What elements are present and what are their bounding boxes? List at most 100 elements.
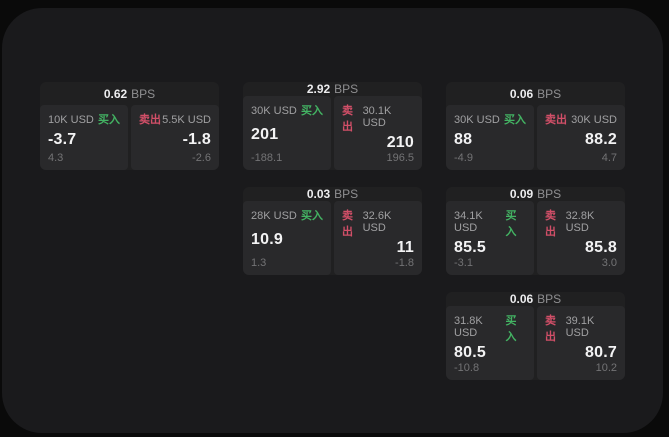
buy-panel[interactable]: 34.1K USD 买入 85.5 -3.1 — [446, 201, 534, 275]
buy-panel-header: 31.8K USD 买入 — [454, 312, 526, 344]
buy-size: 34.1K USD — [454, 210, 483, 234]
sell-price: 210 — [386, 134, 414, 151]
buy-tag: 买入 — [505, 210, 517, 238]
sell-price: 88.2 — [585, 130, 617, 148]
buy-price: 85.5 — [454, 239, 486, 256]
sell-price: 11 — [396, 239, 414, 256]
bps-unit-label: BPS — [334, 187, 359, 201]
buy-price: 88 — [454, 130, 473, 148]
card-body: 10K USD 买入 -3.7 4.3 卖出 5.5K USD -1.8 -2.… — [40, 105, 219, 170]
buy-delta: -4.9 — [454, 152, 473, 164]
sell-panel[interactable]: 卖出 5.5K USD -1.8 -2.6 — [131, 105, 219, 170]
sell-size: 32.6K USD — [362, 210, 392, 234]
sell-size: 5.5K USD — [162, 114, 211, 126]
bps-value: 0.03 — [306, 187, 331, 201]
quote-card: 0.06 BPS 30K USD 买入 88 -4.9 卖出 30K USD 8… — [446, 82, 625, 170]
sell-price: 85.8 — [585, 239, 617, 256]
sell-panel[interactable]: 卖出 39.1K USD 80.7 10.2 — [537, 306, 625, 380]
quotes-grid: 0.62 BPS 10K USD 买入 -3.7 4.3 卖出 5.5K USD… — [40, 82, 625, 380]
sell-panel-header: 卖出 30K USD — [545, 111, 617, 127]
buy-price: -3.7 — [48, 130, 77, 148]
buy-tag: 买入 — [504, 114, 526, 126]
main-panel: 0.62 BPS 10K USD 买入 -3.7 4.3 卖出 5.5K USD… — [2, 8, 663, 433]
card-header: 0.06 BPS — [446, 82, 625, 105]
sell-tag: 卖出 — [139, 114, 161, 126]
sell-tag: 卖出 — [545, 210, 556, 238]
card-header: 0.09 BPS — [446, 187, 625, 201]
buy-tag: 买入 — [505, 315, 517, 343]
sell-panel[interactable]: 卖出 32.8K USD 85.8 3.0 — [537, 201, 625, 275]
card-body: 30K USD 买入 201 -188.1 卖出 30.1K USD 210 1… — [243, 96, 422, 170]
buy-price: 80.5 — [454, 344, 486, 361]
buy-tag: 买入 — [301, 105, 323, 117]
buy-size: 30K USD — [251, 105, 297, 117]
sell-delta: 10.2 — [595, 362, 617, 374]
sell-size: 32.8K USD — [565, 210, 595, 234]
bps-value: 0.62 — [103, 86, 128, 101]
sell-delta: 196.5 — [386, 152, 414, 164]
card-body: 31.8K USD 买入 80.5 -10.8 卖出 39.1K USD 80.… — [446, 306, 625, 380]
buy-tag: 买入 — [301, 210, 323, 222]
bps-unit-label: BPS — [537, 86, 562, 101]
buy-panel-header: 34.1K USD 买入 — [454, 207, 526, 239]
sell-panel[interactable]: 卖出 32.6K USD 11 -1.8 — [334, 201, 422, 275]
buy-price: 201 — [251, 126, 279, 143]
bps-value: 0.06 — [509, 86, 534, 101]
quote-card: 0.03 BPS 28K USD 买入 10.9 1.3 卖出 32.6K US… — [243, 187, 422, 275]
card-header: 0.03 BPS — [243, 187, 422, 201]
quote-card: 0.06 BPS 31.8K USD 买入 80.5 -10.8 卖出 39.1… — [446, 292, 625, 380]
buy-panel-header: 10K USD 买入 — [48, 111, 120, 127]
buy-delta: -188.1 — [251, 152, 283, 164]
sell-tag: 卖出 — [545, 114, 567, 126]
sell-panel-header: 卖出 32.8K USD — [545, 207, 617, 239]
sell-panel-header: 卖出 32.6K USD — [342, 207, 414, 239]
sell-panel-header: 卖出 5.5K USD — [139, 111, 211, 127]
sell-panel-header: 卖出 30.1K USD — [342, 102, 414, 134]
buy-panel[interactable]: 30K USD 买入 201 -188.1 — [243, 96, 331, 170]
buy-size: 31.8K USD — [454, 315, 483, 339]
card-header: 0.62 BPS — [40, 82, 219, 105]
card-header: 2.92 BPS — [243, 82, 422, 96]
buy-tag: 买入 — [98, 114, 120, 126]
buy-delta: -3.1 — [454, 257, 473, 269]
buy-panel[interactable]: 28K USD 买入 10.9 1.3 — [243, 201, 331, 275]
card-body: 28K USD 买入 10.9 1.3 卖出 32.6K USD 11 -1.8 — [243, 201, 422, 275]
sell-delta: 4.7 — [601, 152, 617, 164]
card-header: 0.06 BPS — [446, 292, 625, 306]
bps-value: 0.06 — [509, 292, 534, 306]
card-body: 30K USD 买入 88 -4.9 卖出 30K USD 88.2 4.7 — [446, 105, 625, 170]
buy-delta: 4.3 — [48, 152, 64, 164]
buy-panel-header: 30K USD 买入 — [454, 111, 526, 127]
buy-size: 10K USD — [48, 114, 94, 126]
buy-panel[interactable]: 10K USD 买入 -3.7 4.3 — [40, 105, 128, 170]
bps-unit-label: BPS — [131, 86, 156, 101]
quote-card: 0.09 BPS 34.1K USD 买入 85.5 -3.1 卖出 32.8K… — [446, 187, 625, 275]
sell-size: 30.1K USD — [362, 105, 392, 129]
sell-size: 30K USD — [571, 114, 617, 126]
buy-delta: 1.3 — [251, 257, 267, 269]
buy-price: 10.9 — [251, 231, 283, 248]
bps-unit-label: BPS — [537, 292, 562, 306]
bps-unit-label: BPS — [334, 82, 359, 96]
sell-tag: 卖出 — [342, 105, 353, 133]
sell-panel[interactable]: 卖出 30K USD 88.2 4.7 — [537, 105, 625, 170]
bps-value: 2.92 — [306, 82, 331, 96]
buy-panel-header: 28K USD 买入 — [251, 207, 323, 223]
sell-delta: -1.8 — [395, 257, 414, 269]
sell-tag: 卖出 — [342, 210, 353, 238]
buy-size: 28K USD — [251, 210, 297, 222]
bps-value: 0.09 — [509, 187, 534, 201]
sell-panel-header: 卖出 39.1K USD — [545, 312, 617, 344]
quote-card: 2.92 BPS 30K USD 买入 201 -188.1 卖出 30.1K … — [243, 82, 422, 170]
buy-panel[interactable]: 30K USD 买入 88 -4.9 — [446, 105, 534, 170]
buy-delta: -10.8 — [454, 362, 480, 374]
sell-size: 39.1K USD — [565, 315, 595, 339]
sell-price: 80.7 — [585, 344, 617, 361]
card-body: 34.1K USD 买入 85.5 -3.1 卖出 32.8K USD 85.8… — [446, 201, 625, 275]
sell-delta: -2.6 — [192, 152, 211, 164]
sell-price: -1.8 — [182, 130, 211, 148]
sell-panel[interactable]: 卖出 30.1K USD 210 196.5 — [334, 96, 422, 170]
buy-panel-header: 30K USD 买入 — [251, 102, 323, 118]
buy-panel[interactable]: 31.8K USD 买入 80.5 -10.8 — [446, 306, 534, 380]
